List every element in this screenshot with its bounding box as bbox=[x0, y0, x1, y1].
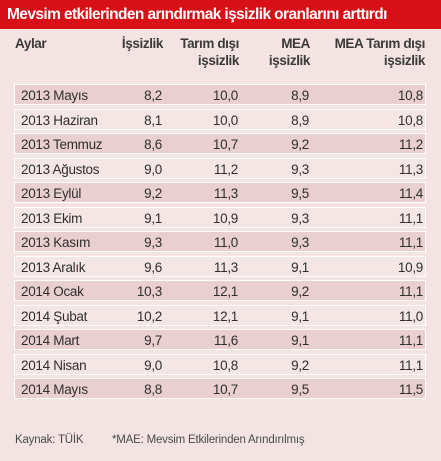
cell-mea: 9,5 bbox=[291, 382, 309, 397]
cell-unemployment: 9,0 bbox=[144, 357, 162, 373]
header-nonfarm: Tarım dışı işsizlik bbox=[165, 35, 239, 77]
cell-month: 2013 Eylül bbox=[21, 186, 82, 201]
cell-mea-nonfarm: 10,8 bbox=[397, 88, 423, 103]
cell-nonfarm: 11,6 bbox=[213, 333, 238, 348]
cell-unemployment: 9,7 bbox=[144, 333, 162, 348]
cell-nonfarm: 10,0 bbox=[212, 88, 238, 103]
table-row: 2014 Mayıs 8,8 10,7 9,5 11,5 bbox=[14, 378, 426, 399]
cell-unemployment: 9,2 bbox=[144, 186, 162, 201]
cell-mea-nonfarm: 11,1 bbox=[398, 333, 423, 348]
cell-mea-nonfarm: 11,1 bbox=[398, 284, 423, 299]
header-month: Aylar bbox=[15, 36, 47, 51]
cell-month: 2014 Mayıs bbox=[21, 382, 88, 397]
cell-mea: 8,9 bbox=[291, 112, 309, 128]
cell-nonfarm: 10,7 bbox=[212, 382, 238, 397]
header-unemployment-line-1: İşsizlik bbox=[121, 36, 163, 51]
cell-month: 2013 Temmuz bbox=[21, 137, 103, 152]
cell-mea-nonfarm: 11,3 bbox=[398, 161, 423, 177]
table-row: 2013 Ekim 9,1 10,9 9,3 11,1 bbox=[14, 206, 426, 228]
table-row: 2014 Şubat 10,2 12,1 9,1 11,0 bbox=[14, 304, 426, 326]
cell-mea-nonfarm: 11,1 bbox=[398, 235, 423, 250]
table-row: 2014 Ocak 10,3 12,1 9,2 11,1 bbox=[14, 280, 426, 301]
cell-mea: 9,3 bbox=[291, 235, 309, 250]
cell-mea: 9,2 bbox=[291, 357, 309, 373]
cell-nonfarm: 10,9 bbox=[212, 210, 238, 226]
cell-unemployment: 9,6 bbox=[144, 259, 162, 275]
cell-mea-nonfarm: 11,2 bbox=[398, 137, 423, 152]
cell-unemployment: 8,2 bbox=[144, 88, 162, 103]
cell-month: 2013 Mayıs bbox=[21, 88, 88, 103]
cell-nonfarm: 12,1 bbox=[212, 284, 238, 299]
cell-mea: 9,2 bbox=[291, 284, 309, 299]
table-row: 2013 Temmuz 8,6 10,7 9,2 11,2 bbox=[14, 133, 426, 154]
cell-month: 2013 Haziran bbox=[21, 112, 98, 128]
cell-unemployment: 8,6 bbox=[144, 137, 162, 152]
header-mea: MEA işsizlik bbox=[245, 35, 310, 77]
cell-unemployment: 8,8 bbox=[144, 382, 162, 397]
cell-mea: 9,1 bbox=[291, 333, 309, 348]
header-nonfarm-line-2: işsizlik bbox=[197, 53, 239, 68]
cell-nonfarm: 12,1 bbox=[212, 308, 238, 324]
cell-nonfarm: 11,0 bbox=[213, 235, 238, 250]
cell-mea: 9,3 bbox=[291, 210, 309, 226]
cell-mea-nonfarm: 10,9 bbox=[397, 259, 423, 275]
table-row: 2014 Mart 9,7 11,6 9,1 11,1 bbox=[14, 329, 426, 350]
cell-nonfarm: 11,3 bbox=[213, 259, 238, 275]
table-row: 2013 Mayıs 8,2 10,0 8,9 10,8 bbox=[14, 84, 426, 105]
table-row: 2013 Kasım 9,3 11,0 9,3 11,1 bbox=[14, 231, 426, 252]
header-mea-nonfarm: MEA Tarım dışı işsizlik bbox=[315, 35, 426, 77]
cell-unemployment: 9,1 bbox=[144, 210, 162, 226]
table-row: 2014 Nisan 9,0 10,8 9,2 11,1 bbox=[14, 353, 426, 375]
cell-month: 2014 Şubat bbox=[21, 308, 88, 324]
cell-month: 2014 Nisan bbox=[21, 357, 87, 373]
cell-mea-nonfarm: 11,4 bbox=[398, 186, 423, 201]
cell-mea-nonfarm: 11,1 bbox=[398, 357, 423, 373]
cell-unemployment: 9,0 bbox=[144, 161, 162, 177]
cell-mea: 9,5 bbox=[291, 186, 309, 201]
abbreviation-note: *MAE: Mevsim Etkilerinden Arındırılmış bbox=[112, 434, 305, 446]
cell-mea: 9,1 bbox=[291, 308, 309, 324]
table-title: Mevsim etkilerinden arındırmak işsizlik … bbox=[0, 0, 441, 29]
cell-mea: 9,1 bbox=[291, 259, 309, 275]
cell-mea-nonfarm: 11,5 bbox=[398, 382, 423, 397]
header-unemployment: İşsizlik bbox=[100, 35, 163, 77]
cell-unemployment: 8,1 bbox=[144, 112, 162, 128]
header-mea-line-2: işsizlik bbox=[268, 53, 310, 68]
cell-nonfarm: 10,0 bbox=[212, 112, 238, 128]
table-row: 2013 Eylül 9,2 11,3 9,5 11,4 bbox=[14, 182, 426, 203]
header-mea-nonfarm-line-1: MEA Tarım dışı bbox=[334, 36, 426, 51]
cell-nonfarm: 10,7 bbox=[212, 137, 238, 152]
cell-month: 2013 Ağustos bbox=[21, 161, 100, 177]
cell-mea: 8,9 bbox=[291, 88, 309, 103]
cell-mea-nonfarm: 11,0 bbox=[398, 308, 423, 324]
table-row: 2013 Aralık 9,6 11,3 9,1 10,9 bbox=[14, 255, 426, 277]
cell-month: 2014 Ocak bbox=[21, 284, 84, 299]
cell-nonfarm: 11,3 bbox=[213, 186, 238, 201]
cell-unemployment: 10,2 bbox=[136, 308, 162, 324]
table-row: 2013 Haziran 8,1 10,0 8,9 10,8 bbox=[14, 108, 426, 130]
header-mea-nonfarm-line-2: işsizlik bbox=[383, 53, 425, 68]
source-note: Kaynak: TÜİK bbox=[15, 434, 84, 446]
cell-month: 2014 Mart bbox=[21, 333, 80, 348]
table-row: 2013 Ağustos 9,0 11,2 9,3 11,3 bbox=[14, 157, 426, 179]
cell-mea-nonfarm: 10,8 bbox=[397, 112, 423, 128]
cell-month: 2013 Ekim bbox=[21, 210, 83, 226]
cell-mea: 9,3 bbox=[291, 161, 309, 177]
cell-month: 2013 Aralık bbox=[21, 259, 86, 275]
cell-nonfarm: 11,2 bbox=[213, 161, 238, 177]
cell-nonfarm: 10,8 bbox=[212, 357, 238, 373]
cell-mea: 9,2 bbox=[291, 137, 309, 152]
cell-month: 2013 Kasım bbox=[21, 235, 91, 250]
cell-unemployment: 9,3 bbox=[144, 235, 162, 250]
header-mea-line-1: MEA bbox=[281, 36, 310, 51]
cell-unemployment: 10,3 bbox=[136, 284, 162, 299]
header-nonfarm-line-1: Tarım dışı bbox=[180, 36, 239, 51]
cell-mea-nonfarm: 11,1 bbox=[398, 210, 423, 226]
